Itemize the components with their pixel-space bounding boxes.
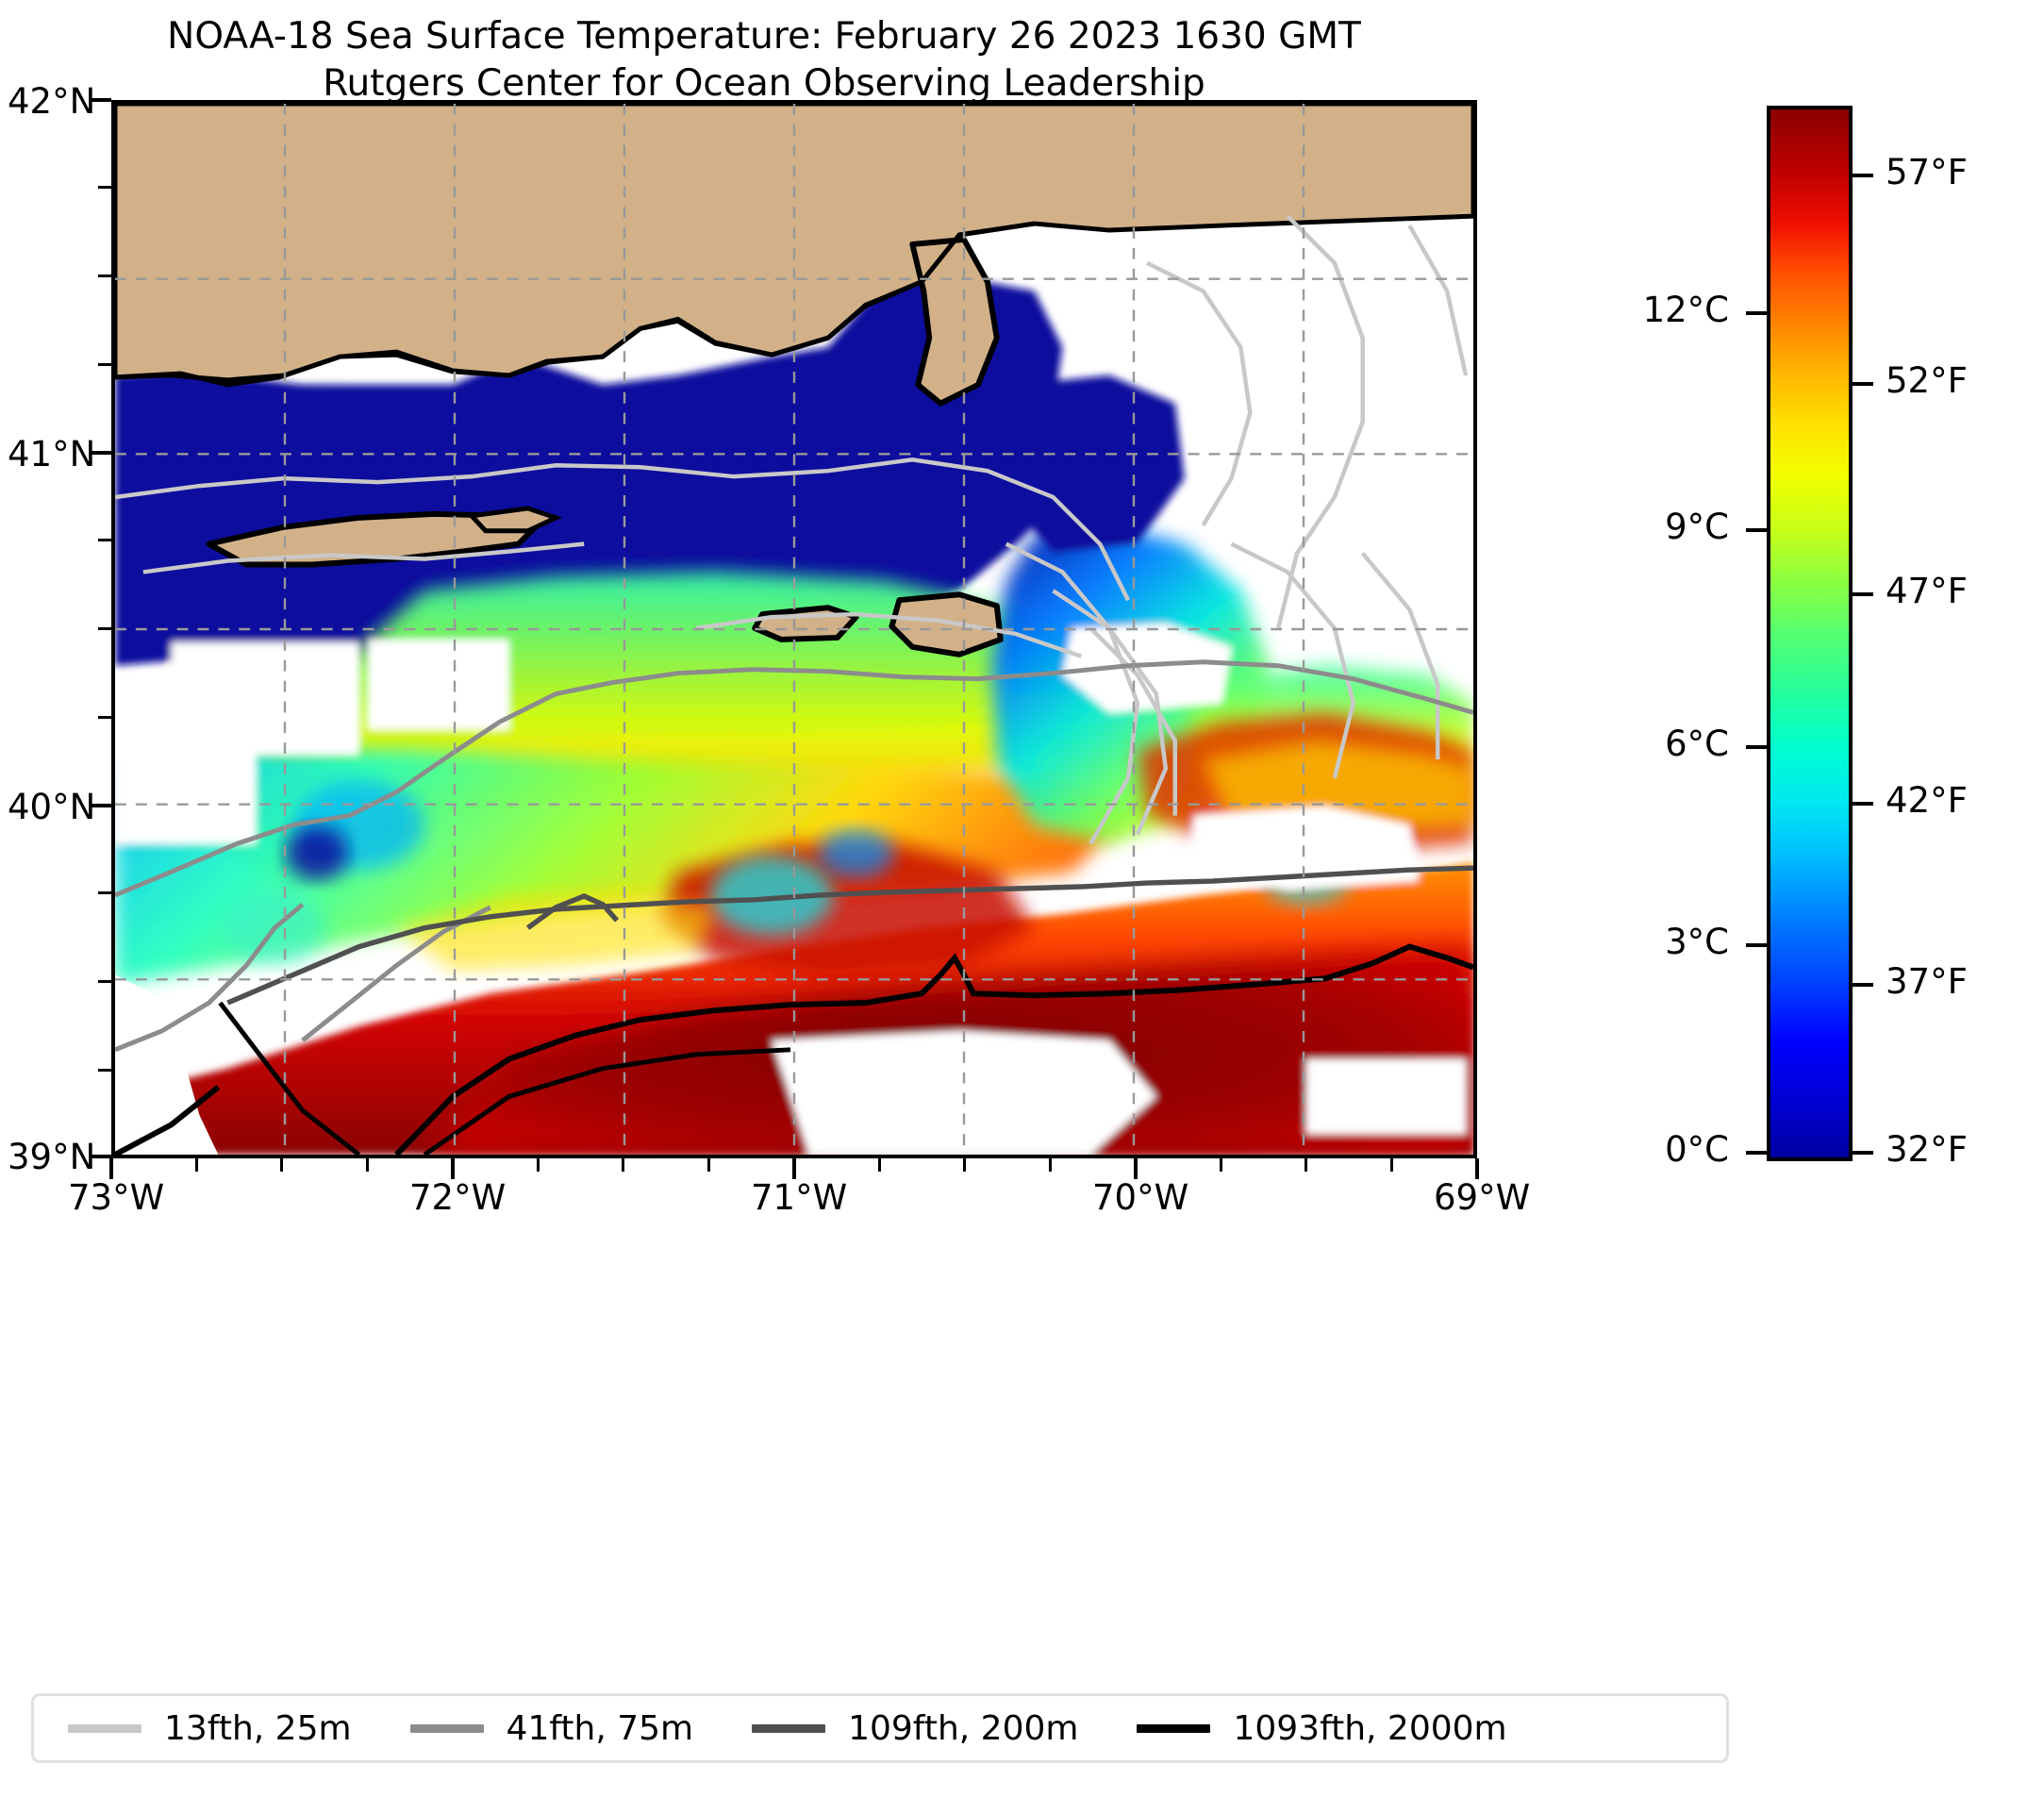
y-minor-tick <box>98 275 111 277</box>
x-minor-tick <box>622 1158 624 1172</box>
x-minor-tick <box>537 1158 540 1172</box>
cb-tick-9C <box>1746 528 1767 532</box>
x-tick-70W: 70°W <box>1092 1177 1189 1218</box>
cb-tick-6C <box>1746 745 1767 749</box>
y-tickmark-42N <box>91 98 111 102</box>
page-subtitle: Rutgers Center for Ocean Observing Leade… <box>323 61 1205 105</box>
x-tickmark-71W <box>792 1158 796 1179</box>
y-minor-tick <box>98 1069 111 1072</box>
x-minor-tick <box>1049 1158 1052 1172</box>
cb-tick-3C <box>1746 943 1767 947</box>
y-tick-39N: 39°N <box>8 1137 96 1177</box>
x-minor-tick <box>878 1158 881 1172</box>
cb-tick-57F <box>1853 174 1873 177</box>
legend-item-200m[interactable]: 109fth, 200m <box>752 1709 1078 1748</box>
y-minor-tick <box>98 363 111 366</box>
cb-label-47F: 47°F <box>1886 571 1968 611</box>
x-tickmark-69W <box>1475 1158 1479 1179</box>
cb-tick-32F <box>1853 1151 1873 1155</box>
legend-item-75m[interactable]: 41fth, 75m <box>409 1708 694 1748</box>
colorbar-gradient[interactable] <box>1767 106 1853 1161</box>
cb-label-0C: 0°C <box>1665 1129 1729 1170</box>
y-tick-42N: 42°N <box>8 81 96 122</box>
x-tick-73W: 73°W <box>68 1177 165 1218</box>
legend-line-25m <box>68 1723 141 1733</box>
map-gridlines <box>115 104 1473 1155</box>
cb-label-57F: 57°F <box>1886 152 1968 192</box>
legend-line-200m <box>752 1723 826 1733</box>
y-tickmark-41N <box>91 451 111 455</box>
x-minor-tick <box>963 1158 966 1172</box>
cb-label-12C: 12°C <box>1642 290 1729 330</box>
x-tickmark-73W <box>109 1158 113 1179</box>
x-minor-tick <box>366 1158 369 1172</box>
sst-map-svg <box>115 104 1473 1155</box>
cb-tick-0C <box>1746 1151 1767 1155</box>
contour-25m <box>115 214 1469 845</box>
y-tickmark-39N <box>91 1155 111 1158</box>
cb-tick-42F <box>1853 802 1873 806</box>
y-tick-41N: 41°N <box>8 434 96 474</box>
title-block: NOAA-18 Sea Surface Temperature: Februar… <box>0 13 1528 108</box>
x-tick-72W: 72°W <box>409 1177 507 1218</box>
cb-tick-47F <box>1853 592 1873 596</box>
y-minor-tick <box>98 980 111 983</box>
cb-tick-52F <box>1853 382 1873 386</box>
sst-map-plot[interactable] <box>111 100 1477 1158</box>
bathymetry-legend[interactable]: 13fth, 25m 41fth, 75m 109fth, 200m 1093f… <box>31 1693 1729 1763</box>
legend-label-75m: 41fth, 75m <box>506 1708 694 1748</box>
cb-tick-12C <box>1746 311 1767 315</box>
y-minor-tick <box>98 627 111 630</box>
x-tickmark-70W <box>1134 1158 1138 1179</box>
x-tickmark-72W <box>451 1158 455 1179</box>
y-tickmark-40N <box>91 804 111 807</box>
nantucket <box>889 591 1004 657</box>
cape-cod <box>909 236 1000 407</box>
cb-label-3C: 3°C <box>1665 922 1729 962</box>
legend-line-75m <box>409 1723 484 1733</box>
x-minor-tick <box>1305 1158 1307 1172</box>
page-title: NOAA-18 Sea Surface Temperature: Februar… <box>167 15 1361 58</box>
legend-label-200m: 109fth, 200m <box>848 1708 1079 1748</box>
legend-line-2000m <box>1137 1723 1211 1733</box>
contour-200m <box>226 865 1473 1006</box>
x-tick-69W: 69°W <box>1434 1177 1531 1218</box>
legend-label-2000m: 1093fth, 2000m <box>1233 1708 1507 1748</box>
cb-label-32F: 32°F <box>1886 1129 1968 1170</box>
x-minor-tick <box>1220 1158 1222 1172</box>
y-minor-tick <box>98 716 111 719</box>
cb-label-42F: 42°F <box>1886 780 1968 821</box>
cb-label-37F: 37°F <box>1886 961 1968 1002</box>
marthas-vineyard <box>752 605 859 642</box>
cb-label-9C: 9°C <box>1665 507 1729 547</box>
y-minor-tick <box>98 186 111 189</box>
cb-label-52F: 52°F <box>1886 360 1968 401</box>
cb-label-6C: 6°C <box>1665 724 1729 764</box>
x-minor-tick <box>707 1158 710 1172</box>
legend-item-25m[interactable]: 13fth, 25m <box>68 1709 352 1748</box>
coastlines <box>115 221 1035 1155</box>
contour-2000m <box>115 943 1473 1155</box>
x-minor-tick <box>1390 1158 1393 1172</box>
legend-item-2000m[interactable]: 1093fth, 2000m <box>1137 1708 1507 1748</box>
x-tick-71W: 71°W <box>751 1177 848 1218</box>
x-minor-tick <box>195 1158 198 1172</box>
y-minor-tick <box>98 539 111 541</box>
cb-tick-37F <box>1853 983 1873 987</box>
x-minor-tick <box>280 1158 283 1172</box>
legend-label-25m: 13fth, 25m <box>164 1708 352 1748</box>
y-minor-tick <box>98 891 111 894</box>
y-tick-40N: 40°N <box>8 787 96 827</box>
colorbar-wrap[interactable]: 12°C 9°C 6°C 3°C 0°C 57°F 52°F 47°F 42°F… <box>1643 106 1968 1170</box>
